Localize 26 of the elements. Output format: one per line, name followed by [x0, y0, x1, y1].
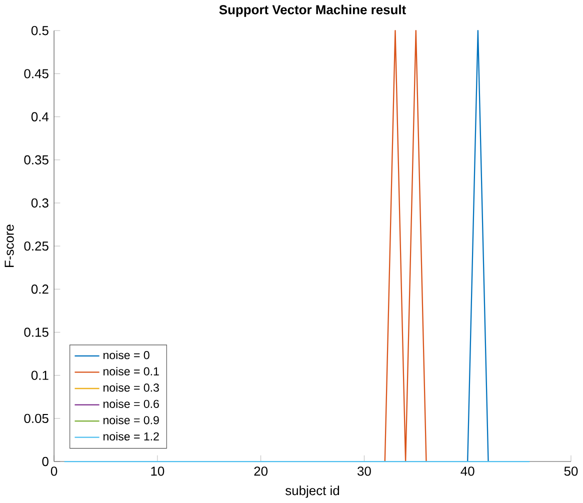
legend-label: noise = 0.1 — [104, 367, 159, 376]
y-tick-label: 0.25 — [24, 242, 48, 251]
chart-title: Support Vector Machine result — [219, 5, 406, 18]
x-tick-label: 40 — [460, 466, 474, 476]
y-tick-label: 0.5 — [31, 26, 48, 36]
y-tick-label: 0 — [42, 457, 48, 466]
y-tick-label: 0.1 — [31, 370, 48, 380]
x-tick-label: 10 — [151, 466, 164, 476]
x-tick-label: 30 — [358, 466, 371, 476]
legend-label: noise = 0.3 — [104, 383, 159, 392]
y-tick-label: 0.35 — [24, 156, 48, 165]
y-tick-label: 0.3 — [31, 198, 48, 208]
x-tick-label: 0 — [50, 466, 58, 476]
legend-label: noise = 0.6 — [104, 400, 159, 408]
legend-label: noise = 1.2 — [104, 432, 159, 441]
y-tick-label: 0.45 — [24, 69, 48, 79]
y-tick-label: 0.15 — [24, 328, 48, 338]
y-tick-label: 0.2 — [31, 284, 48, 294]
y-tick-label: 0.4 — [31, 112, 49, 122]
x-axis-title: subject id — [286, 486, 340, 498]
legend-label: noise = 0 — [104, 350, 150, 360]
y-axis-title: F-score — [4, 224, 14, 268]
x-tick-label: 20 — [254, 466, 268, 476]
x-tick-label: 50 — [564, 466, 578, 476]
legend-label: noise = 0.9 — [104, 416, 159, 424]
y-tick-label: 0.05 — [24, 414, 48, 424]
